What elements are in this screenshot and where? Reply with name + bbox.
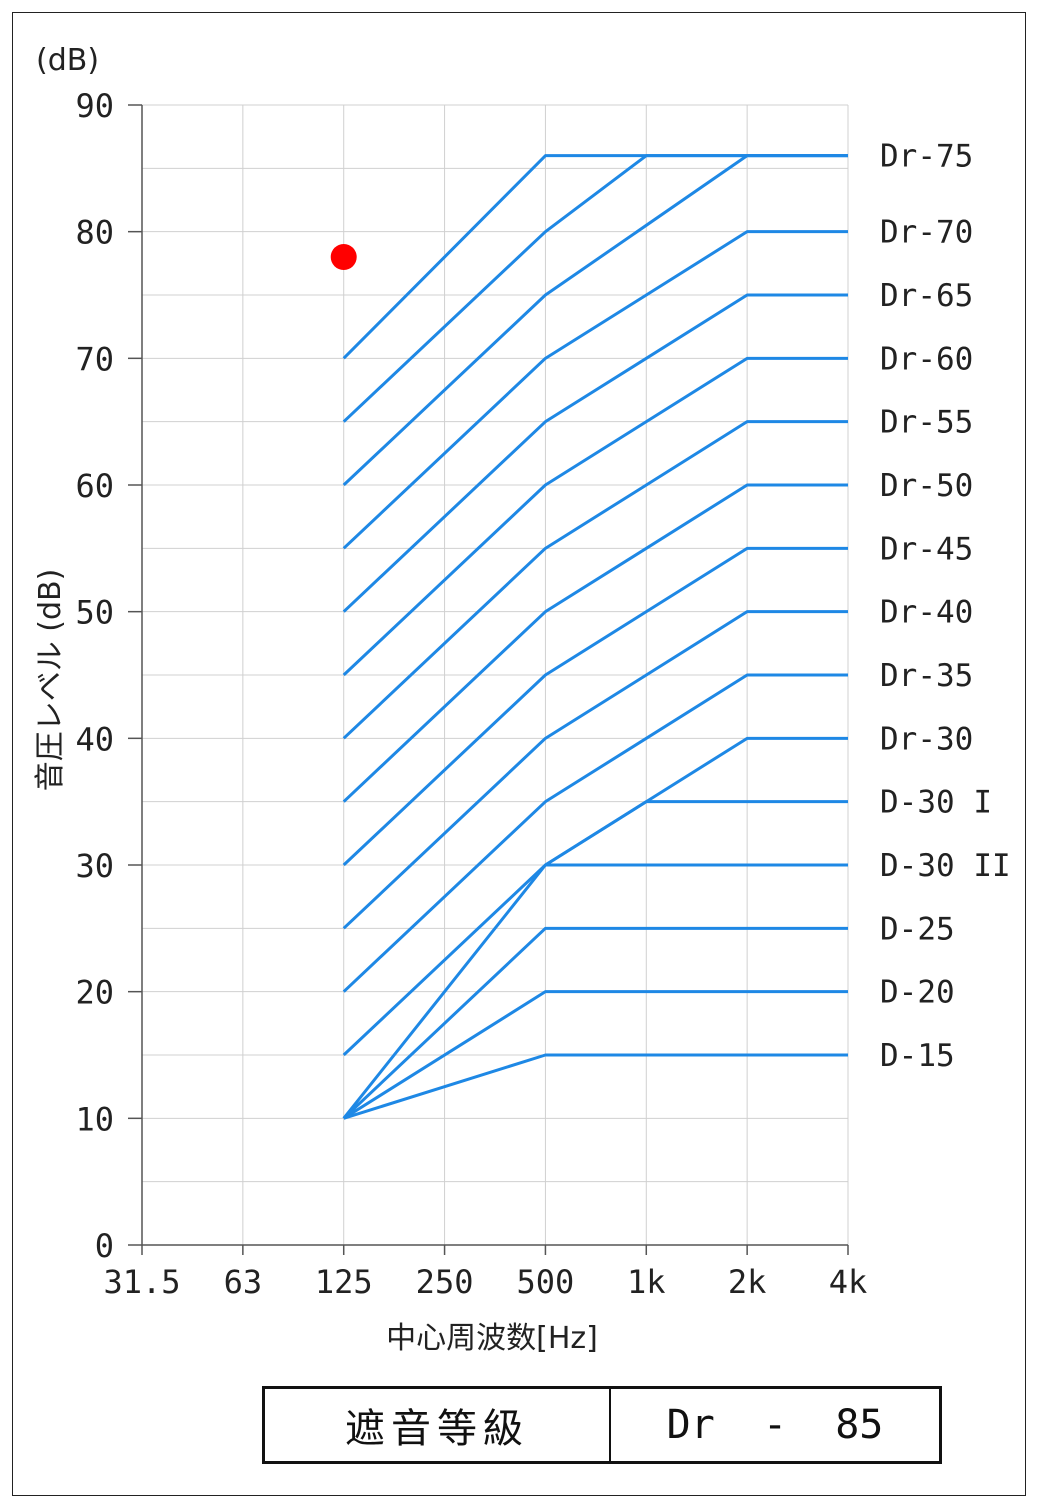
rating-label: 遮音等級	[265, 1389, 611, 1461]
series-line	[342, 673, 848, 993]
y-tick-label: 0	[95, 1227, 114, 1265]
curve-label: D-30 II	[880, 848, 1011, 884]
curve-label: Dr-75	[880, 139, 973, 175]
y-tick-label: 60	[75, 467, 114, 505]
y-tick-labels: 0 10 20 30 40 50 60 70 80 90	[75, 87, 114, 1265]
series-line	[342, 483, 848, 803]
series-line	[342, 990, 848, 1120]
x-tick-label: 31.5	[103, 1263, 180, 1301]
curve-label: Dr-35	[880, 658, 973, 694]
y-tick-label: 10	[75, 1100, 114, 1138]
series-line	[342, 154, 848, 423]
y-tick-label: 70	[75, 340, 114, 378]
curve-label: D-25	[880, 911, 955, 947]
series-line	[342, 154, 848, 487]
x-tick-label: 63	[224, 1263, 263, 1301]
curve-labels: Dr-75 Dr-70 Dr-65 Dr-60 Dr-55 Dr-50 Dr-45 Dr-40…	[880, 139, 1011, 1074]
series-line	[342, 926, 848, 1120]
sound-insulation-chart: 0 10 20 30 40 50 60 70 80 90 31.5 63 125 250 500 1k 2k 4…	[33, 43, 1011, 1356]
curve-label: Dr-65	[880, 278, 973, 314]
grid	[141, 104, 849, 1246]
series-line	[343, 1053, 848, 1120]
measured-point	[330, 244, 357, 270]
series-line	[342, 736, 848, 1057]
rating-table: 遮音等級 Dr - 85	[262, 1386, 942, 1464]
curve-label: Dr-50	[880, 468, 973, 504]
x-tick-label: 1k	[627, 1263, 666, 1301]
curve-label: D-30 I	[880, 785, 992, 821]
curve-label: Dr-70	[880, 215, 973, 251]
x-tick-label: 2k	[728, 1263, 767, 1301]
x-tick-labels: 31.5 63 125 250 500 1k 2k 4k	[103, 1263, 867, 1301]
series-line	[342, 356, 848, 677]
curve-label: Dr-40	[880, 595, 973, 631]
series-line	[342, 610, 848, 930]
series-line	[342, 230, 848, 550]
series-line	[342, 800, 848, 1120]
y-tick-label: 40	[75, 720, 114, 758]
curve-label: Dr-45	[880, 531, 973, 567]
curve-label: Dr-55	[880, 405, 973, 441]
series-line	[342, 420, 848, 740]
x-tick-label: 250	[416, 1263, 474, 1301]
curve-label: Dr-60	[880, 341, 973, 377]
curve-label: Dr-30	[880, 721, 973, 757]
series-line	[342, 293, 848, 613]
y-tick-label: 80	[75, 214, 114, 252]
measured-point-layer	[330, 244, 357, 270]
y-tick-label: 20	[75, 974, 114, 1012]
series-lines	[342, 154, 848, 1120]
curve-label: D-15	[880, 1038, 955, 1074]
x-tick-label: 4k	[829, 1263, 868, 1301]
rating-value: Dr - 85	[666, 1402, 884, 1448]
y-axis-title: 音圧レベル (dB)	[33, 569, 68, 792]
chart-frame	[12, 12, 1026, 1496]
y-tick-label: 50	[75, 594, 114, 632]
y-tick-label: 90	[75, 87, 114, 125]
axes	[128, 104, 849, 1255]
x-tick-label: 500	[517, 1263, 575, 1301]
x-axis-title: 中心周波数[Hz]	[386, 1321, 598, 1356]
y-unit-label: (dB)	[36, 43, 99, 78]
y-tick-label: 30	[75, 847, 114, 885]
x-tick-label: 125	[315, 1263, 373, 1301]
curve-label: D-20	[880, 975, 955, 1011]
series-line	[342, 546, 848, 867]
